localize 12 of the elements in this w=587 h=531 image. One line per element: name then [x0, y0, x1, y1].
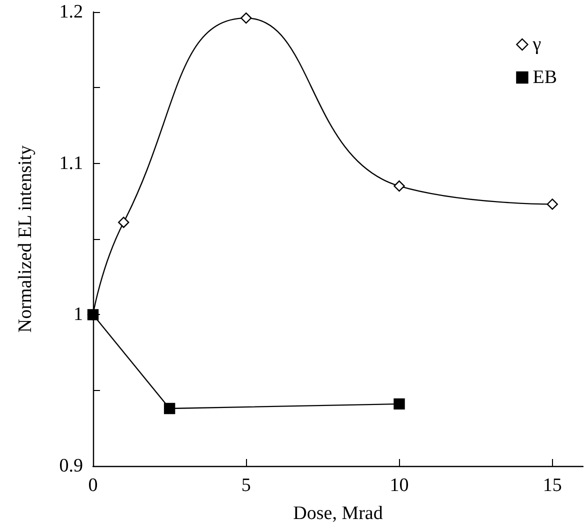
x-tick-label: 0 [88, 475, 98, 496]
y-tick-label: 1.2 [59, 2, 83, 22]
x-axis-title: Dose, Mrad [293, 503, 384, 524]
x-tick-label: 5 [241, 475, 251, 496]
legend-label: γ [532, 34, 542, 55]
x-tick-label: 10 [390, 475, 409, 496]
y-tick-label: 1 [74, 304, 83, 326]
x-tick-label: 15 [542, 475, 562, 496]
legend-label: EB [532, 67, 557, 88]
y-tick-label: 1.1 [59, 152, 83, 174]
y-tick-label: 0.9 [59, 456, 83, 476]
y-axis-title: Normalized EL intensity [15, 144, 36, 333]
